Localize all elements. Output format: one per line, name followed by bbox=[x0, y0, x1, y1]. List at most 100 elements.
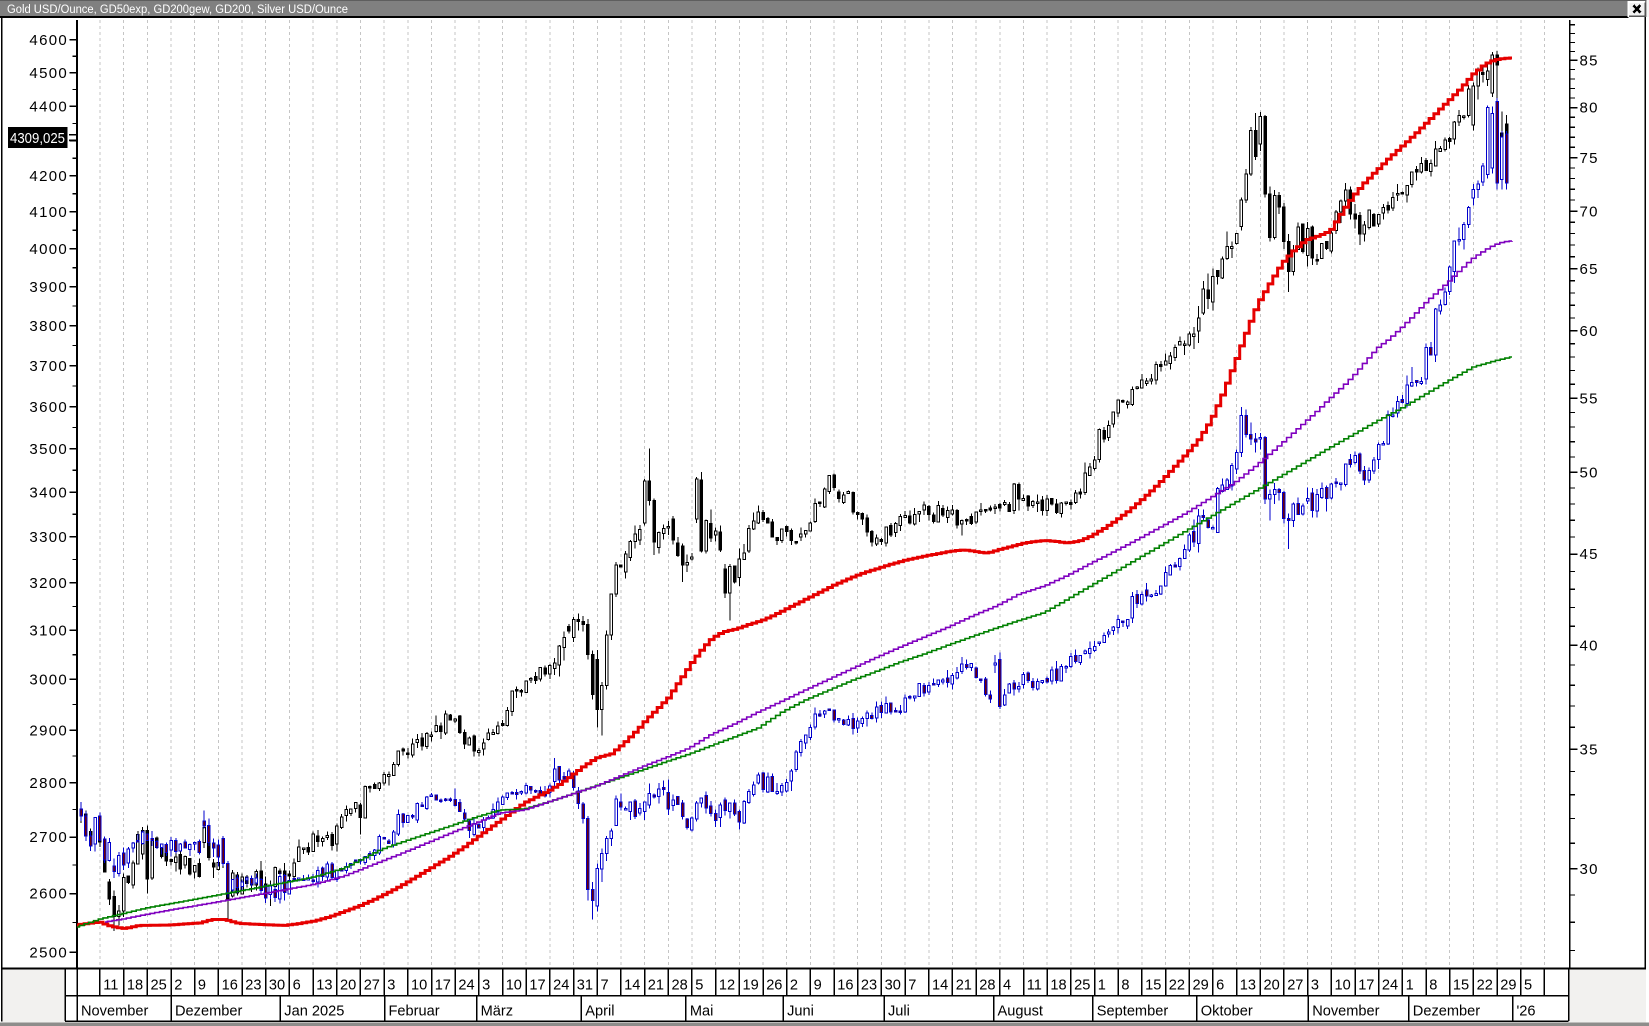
svg-text:Februar: Februar bbox=[389, 1004, 440, 1020]
svg-text:11: 11 bbox=[1027, 978, 1042, 994]
svg-text:3800: 3800 bbox=[29, 318, 68, 335]
svg-text:3: 3 bbox=[1311, 978, 1319, 994]
svg-text:8: 8 bbox=[1121, 978, 1129, 994]
svg-text:8: 8 bbox=[1429, 978, 1437, 994]
svg-text:4500: 4500 bbox=[29, 65, 68, 82]
svg-text:'26: '26 bbox=[1517, 1004, 1536, 1020]
svg-text:November: November bbox=[81, 1004, 148, 1020]
svg-text:20: 20 bbox=[340, 978, 356, 994]
svg-text:27: 27 bbox=[364, 978, 380, 994]
svg-text:2800: 2800 bbox=[29, 775, 68, 792]
svg-text:27: 27 bbox=[1287, 978, 1303, 994]
svg-text:24: 24 bbox=[1382, 978, 1398, 994]
svg-text:4309,025: 4309,025 bbox=[10, 131, 65, 147]
svg-text:75: 75 bbox=[1580, 150, 1599, 167]
svg-text:22: 22 bbox=[1477, 978, 1493, 994]
svg-text:Dezember: Dezember bbox=[175, 1004, 242, 1020]
svg-text:3: 3 bbox=[482, 978, 490, 994]
svg-text:3700: 3700 bbox=[29, 358, 68, 375]
svg-text:4: 4 bbox=[1003, 978, 1011, 994]
svg-text:6: 6 bbox=[293, 978, 301, 994]
svg-text:29: 29 bbox=[1500, 978, 1516, 994]
svg-text:3600: 3600 bbox=[29, 399, 68, 416]
svg-text:3500: 3500 bbox=[29, 441, 68, 458]
svg-text:Gold USD/Ounce, GD50exp, GD2: Gold USD/Ounce, GD50exp, GD200gew, GD200… bbox=[7, 2, 348, 16]
svg-text:55: 55 bbox=[1580, 391, 1599, 408]
svg-text:2500: 2500 bbox=[29, 944, 68, 961]
svg-text:2600: 2600 bbox=[29, 886, 68, 903]
svg-text:31: 31 bbox=[577, 978, 593, 994]
svg-text:4600: 4600 bbox=[29, 32, 68, 49]
svg-text:14: 14 bbox=[932, 978, 948, 994]
svg-text:17: 17 bbox=[1358, 978, 1374, 994]
svg-text:4100: 4100 bbox=[29, 204, 68, 221]
svg-text:Jan 2025: Jan 2025 bbox=[284, 1004, 344, 1020]
svg-text:26: 26 bbox=[766, 978, 782, 994]
svg-text:13: 13 bbox=[1240, 978, 1256, 994]
svg-text:August: August bbox=[998, 1004, 1043, 1020]
svg-text:17: 17 bbox=[435, 978, 451, 994]
svg-text:18: 18 bbox=[1050, 978, 1066, 994]
svg-text:2700: 2700 bbox=[29, 829, 68, 846]
svg-text:20: 20 bbox=[1264, 978, 1280, 994]
svg-text:21: 21 bbox=[648, 978, 664, 994]
svg-text:17: 17 bbox=[529, 978, 545, 994]
svg-text:70: 70 bbox=[1580, 203, 1599, 220]
svg-text:5: 5 bbox=[695, 978, 703, 994]
svg-text:November: November bbox=[1312, 1004, 1379, 1020]
svg-text:4400: 4400 bbox=[29, 99, 68, 116]
svg-text:85: 85 bbox=[1580, 53, 1599, 70]
svg-text:4000: 4000 bbox=[29, 241, 68, 258]
svg-text:24: 24 bbox=[458, 978, 474, 994]
svg-text:März: März bbox=[481, 1004, 513, 1020]
svg-text:10: 10 bbox=[506, 978, 522, 994]
svg-text:9: 9 bbox=[198, 978, 206, 994]
svg-text:3: 3 bbox=[387, 978, 395, 994]
svg-text:3900: 3900 bbox=[29, 279, 68, 296]
svg-text:16: 16 bbox=[837, 978, 853, 994]
svg-text:23: 23 bbox=[861, 978, 877, 994]
svg-text:11: 11 bbox=[103, 978, 118, 994]
svg-text:3000: 3000 bbox=[29, 672, 68, 689]
svg-text:5: 5 bbox=[1524, 978, 1532, 994]
svg-text:28: 28 bbox=[672, 978, 688, 994]
svg-text:14: 14 bbox=[624, 978, 640, 994]
svg-text:45: 45 bbox=[1580, 546, 1599, 563]
svg-text:10: 10 bbox=[1335, 978, 1351, 994]
svg-text:September: September bbox=[1097, 1004, 1169, 1020]
svg-text:22: 22 bbox=[1169, 978, 1185, 994]
svg-text:Dezember: Dezember bbox=[1413, 1004, 1480, 1020]
svg-text:18: 18 bbox=[127, 978, 143, 994]
svg-text:21: 21 bbox=[956, 978, 972, 994]
svg-text:12: 12 bbox=[719, 978, 735, 994]
svg-text:April: April bbox=[585, 1004, 614, 1020]
svg-text:28: 28 bbox=[979, 978, 995, 994]
svg-text:30: 30 bbox=[885, 978, 901, 994]
svg-text:Oktober: Oktober bbox=[1201, 1004, 1253, 1020]
svg-text:2: 2 bbox=[174, 978, 182, 994]
svg-text:2: 2 bbox=[790, 978, 798, 994]
svg-text:65: 65 bbox=[1580, 261, 1599, 278]
svg-text:40: 40 bbox=[1580, 638, 1599, 655]
svg-text:1: 1 bbox=[1406, 978, 1414, 994]
svg-text:3300: 3300 bbox=[29, 529, 68, 546]
svg-text:30: 30 bbox=[1580, 861, 1599, 878]
svg-text:80: 80 bbox=[1580, 100, 1599, 117]
svg-text:60: 60 bbox=[1580, 323, 1599, 340]
svg-text:2900: 2900 bbox=[29, 722, 68, 739]
svg-text:3200: 3200 bbox=[29, 575, 68, 592]
svg-text:25: 25 bbox=[1074, 978, 1090, 994]
svg-text:24: 24 bbox=[553, 978, 569, 994]
svg-text:19: 19 bbox=[743, 978, 759, 994]
svg-text:50: 50 bbox=[1580, 465, 1599, 482]
svg-text:Juni: Juni bbox=[787, 1004, 814, 1020]
svg-text:Juli: Juli bbox=[888, 1004, 910, 1020]
svg-text:10: 10 bbox=[411, 978, 427, 994]
svg-text:15: 15 bbox=[1145, 978, 1161, 994]
svg-text:6: 6 bbox=[1216, 978, 1224, 994]
svg-text:30: 30 bbox=[269, 978, 285, 994]
svg-text:25: 25 bbox=[151, 978, 167, 994]
svg-text:13: 13 bbox=[316, 978, 332, 994]
svg-text:3100: 3100 bbox=[29, 623, 68, 640]
svg-text:4200: 4200 bbox=[29, 168, 68, 185]
